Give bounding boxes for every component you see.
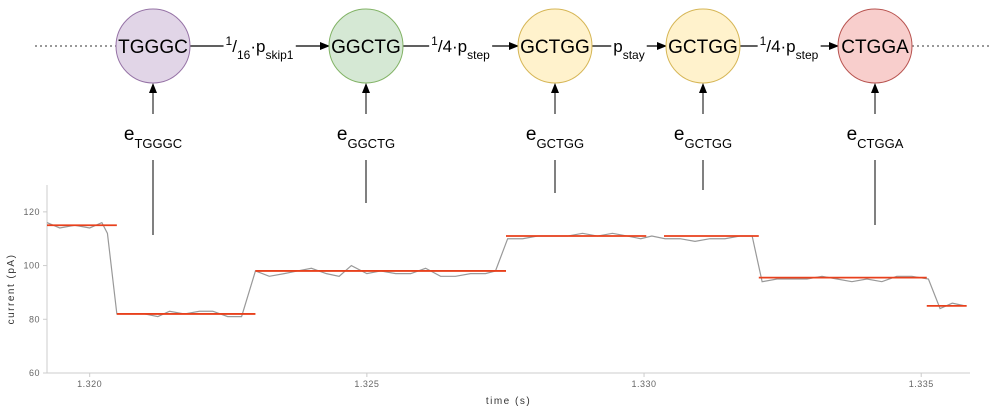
edge-label-part: p — [613, 37, 622, 56]
x-tick-label: 1.325 — [354, 379, 379, 389]
edge-label-part: step — [796, 48, 819, 62]
y-tick-label: 80 — [29, 314, 40, 324]
edge-label-bg — [757, 34, 821, 58]
emission-label: eCTGGA — [847, 124, 904, 151]
edge-label-part: 1 — [226, 34, 233, 48]
emission-base: e — [526, 124, 537, 145]
edge-label-part: /4·p — [766, 37, 795, 56]
edge-label-part: / — [232, 37, 237, 56]
emission-base: e — [674, 124, 685, 145]
x-tick-label: 1.320 — [77, 379, 102, 389]
emission-base: e — [337, 124, 348, 145]
edge-label: 1/4·pstep — [431, 34, 490, 62]
y-tick-label: 60 — [29, 368, 40, 378]
emission-sub: CTGGA — [857, 136, 904, 151]
emission-sub: TGGGC — [134, 136, 182, 151]
edge-label-bg — [611, 34, 647, 58]
y-tick-label: 100 — [23, 261, 40, 271]
emission-sub: GCTGG — [684, 136, 732, 151]
edge-label: 1/4·pstep — [760, 34, 819, 62]
state-label: GCTGG — [520, 37, 590, 58]
edge-label-part: stay — [623, 48, 645, 62]
emission-sub: GGCTG — [347, 136, 395, 151]
edge-label-bg — [223, 34, 296, 58]
x-axis-label: time (s) — [486, 396, 531, 407]
edge-label-part: 1 — [431, 34, 438, 48]
y-tick-label: 120 — [23, 207, 40, 217]
emission-label: eGCTGG — [674, 124, 732, 151]
edge-label-part: 1 — [760, 34, 767, 48]
emission-base: e — [124, 124, 135, 145]
edge-label-part: ·p — [250, 37, 265, 56]
edge-label-part: /4·p — [438, 37, 467, 56]
edge-label-bg — [429, 34, 493, 58]
state-label: CTGGA — [841, 37, 909, 58]
state-label: TGGGC — [118, 37, 188, 58]
emission-label: eGGCTG — [337, 124, 395, 151]
state-label: GCTGG — [668, 37, 738, 58]
edge-label-part: 16 — [237, 48, 251, 62]
edge-label-part: skip1 — [265, 48, 293, 62]
y-axis-label: current (pA) — [6, 254, 17, 325]
emission-sub: GCTGG — [536, 136, 584, 151]
edge-label: pstay — [613, 37, 644, 62]
emission-label: eGCTGG — [526, 124, 584, 151]
x-tick-label: 1.330 — [632, 379, 657, 389]
emission-label: eTGGGC — [124, 124, 182, 151]
edge-label-part: step — [467, 48, 490, 62]
x-tick-label: 1.335 — [909, 379, 934, 389]
edge-label: 1/16·pskip1 — [226, 34, 294, 62]
state-label: GGCTG — [331, 37, 401, 58]
emission-base: e — [847, 124, 858, 145]
